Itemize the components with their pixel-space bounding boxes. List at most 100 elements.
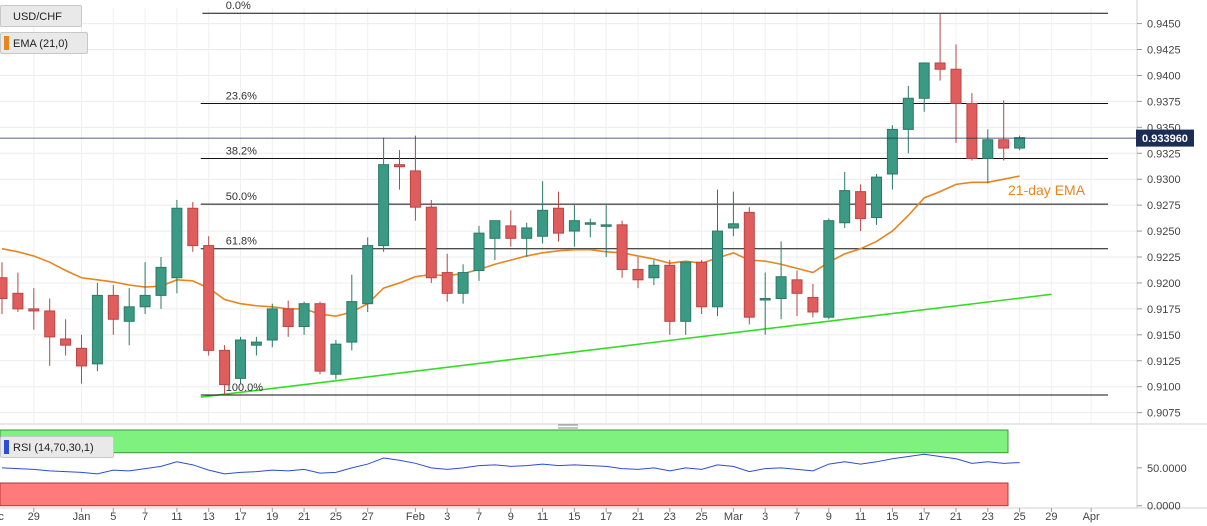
candle (823, 218, 835, 320)
candlesticks (0, 13, 1137, 395)
time-tick-label: Apr (1083, 511, 1100, 523)
candle-body (584, 222, 596, 225)
fib-level-label: 50.0% (226, 191, 257, 203)
candle-body (807, 296, 819, 313)
candle-body (521, 227, 533, 239)
candle (91, 282, 103, 372)
candle (553, 191, 564, 242)
panel-resize-handle[interactable] (558, 424, 578, 429)
candle (759, 272, 771, 335)
candle (266, 303, 278, 348)
candle (12, 272, 24, 312)
price-tick-label: 0.9275 (1147, 200, 1181, 212)
candle (600, 205, 612, 257)
candle-body (1014, 137, 1026, 149)
candle-body (60, 338, 72, 346)
time-tick-label: 25 (695, 511, 707, 523)
rsi-overbought-zone (0, 429, 1009, 454)
time-tick-label: 23 (664, 511, 676, 523)
candle (409, 135, 421, 221)
price-tick-label: 0.9125 (1147, 356, 1181, 368)
candle-body (91, 294, 103, 365)
candle (187, 202, 199, 252)
price-tick-label: 0.9300 (1147, 174, 1181, 186)
price-tick-label: 0.9100 (1147, 382, 1181, 394)
candle-body (886, 128, 898, 175)
candle-body (441, 272, 453, 294)
time-tick-label: 15 (568, 511, 580, 523)
candle-body (235, 339, 246, 379)
candle (441, 253, 453, 302)
rsi-panel: 0.0000 50.0000 (0, 429, 1187, 513)
symbol-badge[interactable]: USD/CHF (0, 5, 82, 27)
candle-body (12, 292, 24, 310)
candle-body (791, 279, 803, 294)
candle (457, 264, 469, 304)
candle-body (107, 294, 119, 320)
time-tick-label: 13 (203, 511, 215, 523)
time-tick-label: 3 (444, 511, 450, 523)
rsi-oversold-zone (0, 482, 1009, 507)
ema-line (1, 175, 1020, 317)
time-tick-label: 21 (950, 511, 962, 523)
candle (680, 261, 692, 335)
price-tick-label: 0.9425 (1147, 45, 1181, 57)
candle-body (187, 207, 199, 247)
candle (346, 274, 358, 351)
candle-body (632, 268, 644, 281)
candle-body (378, 164, 390, 247)
support-trendline-layer (200, 293, 1052, 398)
candle-body (203, 245, 215, 351)
rsi-tick-label: 50.0000 (1147, 463, 1187, 475)
candle-body (902, 97, 914, 130)
candle (727, 191, 739, 237)
candle (743, 207, 755, 325)
candle (886, 125, 898, 190)
price-axis: 0.9075 0.9100 0.9125 0.9150 0.9175 0.9200 0.92… (1137, 19, 1181, 420)
price-tick-label: 0.9375 (1147, 96, 1181, 108)
price-tick-label: 0.9250 (1147, 226, 1181, 238)
support-trendline (200, 293, 1052, 398)
time-tick-label: 25 (330, 511, 342, 523)
candle-body (934, 62, 946, 70)
candle (521, 222, 533, 257)
fib-level-label: 38.2% (226, 145, 257, 157)
ema-layer (1, 175, 1020, 317)
candle (998, 100, 1010, 161)
candle (489, 220, 501, 261)
candle-body (171, 207, 183, 279)
candle-body (44, 310, 56, 338)
rsi-badge[interactable]: RSI (14,70,30,1) (0, 436, 114, 458)
time-tick-label: 7 (794, 511, 800, 523)
price-tick-label: 0.9400 (1147, 70, 1181, 82)
price-tick-label: 0.9450 (1147, 19, 1181, 31)
candle (107, 285, 119, 335)
candle (44, 298, 56, 366)
time-tick-label: Mar (724, 511, 743, 523)
candle (362, 237, 374, 312)
candle-body (998, 139, 1010, 149)
candle (203, 236, 215, 356)
candle (775, 241, 787, 320)
price-tick-label: 0.9075 (1147, 408, 1181, 420)
candle (696, 260, 708, 315)
candle (219, 345, 231, 395)
candle (425, 199, 437, 283)
fib-level-label: 0.0% (226, 0, 251, 12)
fibonacci-levels: 0.0% 23.6% 38.2% 50.0% 61.8% 100.0% (200, 0, 1108, 396)
rsi-swatch (4, 440, 9, 454)
candle-body (823, 220, 835, 318)
ema-badge[interactable]: EMA (21,0) (0, 32, 88, 54)
candle (871, 174, 882, 225)
candle-body (696, 261, 708, 308)
candle-body (457, 272, 469, 294)
time-tick-label: 3 (762, 511, 768, 523)
time-tick-label: 25 (1013, 511, 1025, 523)
time-tick-label: 19 (266, 511, 278, 523)
time-tick-label: Feb (406, 511, 425, 523)
candle (584, 218, 596, 238)
candle-body (330, 343, 342, 375)
candle (934, 13, 946, 81)
candle (0, 262, 8, 315)
candle-body (314, 303, 326, 372)
